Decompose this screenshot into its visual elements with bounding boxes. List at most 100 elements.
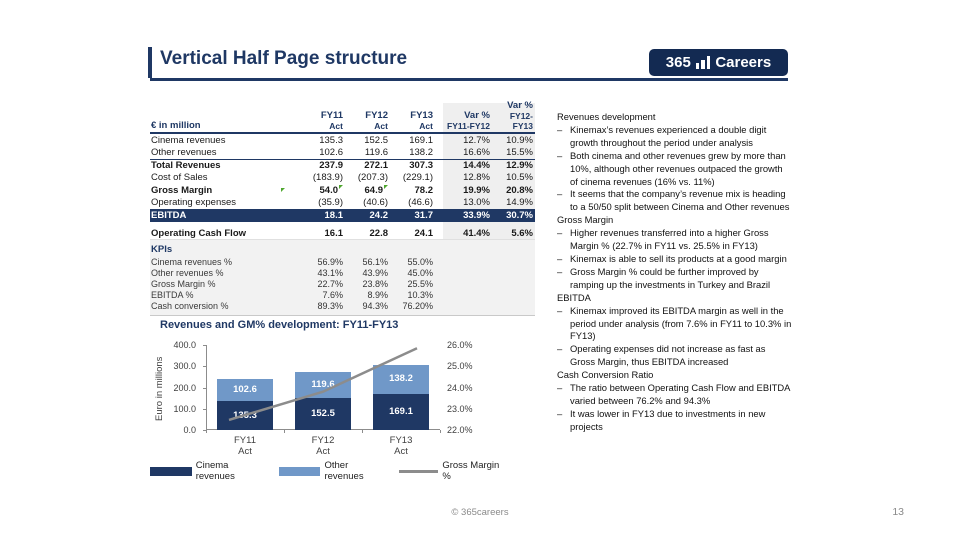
axis-tick-mark [440, 430, 441, 433]
x-axis-label-line: Act [316, 446, 330, 457]
row-label: Gross Margin [151, 184, 213, 196]
left-axis-tick-label: 0.0 [183, 425, 196, 435]
cell-value: 237.9 [319, 160, 343, 172]
kpi-value: 8.9% [367, 289, 388, 300]
table-row: Operating expenses (35.9) (40.6) (46.6) 13.0… [150, 197, 535, 210]
bullet-text: Kinemax’s revenues experienced a double … [570, 123, 767, 148]
cell-value: 16.6% [463, 147, 490, 159]
kpi-value: 89.3% [317, 300, 343, 311]
cell-value: 102.6 [319, 147, 343, 159]
cell-value: (35.9) [318, 197, 343, 209]
bullet-text: It seems that the company’s revenue mix … [570, 188, 790, 213]
bullet-dash: – [557, 343, 563, 355]
bullet-text: The ratio between Operating Cash Flow an… [570, 382, 790, 406]
cell-value: 10.5% [506, 172, 533, 184]
column-header-line1: Var % [507, 100, 533, 111]
left-axis-tick-label: 100.0 [173, 403, 196, 414]
chart-legend: Cinema revenues Other revenues Gross Margi… [150, 460, 510, 482]
cell-value: 135.3 [319, 134, 343, 146]
cell-value: 31.7 [414, 209, 434, 221]
kpi-label: Cash conversion % [151, 300, 229, 311]
bullet-item: – Operating expenses did not increase as … [557, 343, 792, 369]
table-row: Total Revenues 237.9 272.1 307.3 14.4% 12.9% [150, 159, 535, 172]
cell-value: (46.6) [408, 197, 433, 209]
bullet-dash: – [557, 227, 563, 239]
kpi-label: EBITDA % [151, 289, 194, 300]
bullet-text: Operating expenses did not increase as f… [570, 343, 766, 368]
axis-tick-mark [203, 366, 206, 368]
bullet-item: – Kinemax is able to sell its products at… [557, 253, 792, 266]
chart: Revenues and GM% development: FY11-FY13 … [150, 317, 510, 482]
logo: 365 Careers [649, 49, 788, 76]
cell-value: 24.2 [369, 209, 389, 221]
bar-value-label: 135.3 [233, 409, 257, 421]
x-axis-label-line: FY11 [233, 435, 256, 446]
bullet-text: Higher revenues transferred into a highe… [570, 227, 769, 252]
logo-number: 365 [665, 54, 691, 71]
financial-table: € in million FY11 Act FY12 Act FY13 Act Var % F… [150, 100, 535, 240]
kpi-value: 56.1% [362, 256, 388, 267]
legend-swatch [278, 466, 321, 476]
section-heading: EBITDA [557, 291, 591, 303]
axis-tick-mark [203, 430, 206, 431]
column-header: FY13 Act [390, 111, 435, 132]
kpi-value: 43.9% [362, 267, 388, 278]
kpi-value: 25.5% [407, 278, 433, 289]
x-axis-label-line: Act [394, 446, 408, 457]
header-rule [150, 78, 788, 81]
kpi-value: 7.6% [322, 289, 343, 300]
logo-word: Careers [715, 54, 772, 71]
kpi-row: Other revenues % 43.1% 43.9% 45.0% [150, 267, 535, 278]
column-header-line2: Act [329, 121, 343, 131]
kpi-row: Cash conversion % 89.3% 94.3% 76.20% [150, 300, 535, 311]
bullet-dash: – [557, 149, 563, 161]
legend-item: Other revenues [278, 460, 390, 482]
row-label: Operating Cash Flow [151, 228, 247, 240]
cell-value: (207.3) [357, 172, 388, 184]
bullet-item: – It was lower in FY13 due to investments… [557, 408, 792, 434]
kpi-value: 45.0% [407, 267, 433, 278]
bullet-text: Gross Margin % could be further improved… [570, 265, 771, 290]
column-header-line2: FY11-FY12 [447, 121, 490, 131]
bar-chart-icon [695, 56, 711, 69]
kpi-label: Gross Margin % [151, 278, 216, 289]
right-axis-tick-label: 25.0% [447, 361, 473, 372]
legend-item: Gross Margin % [398, 460, 510, 482]
kpi-value: 56.9% [317, 256, 343, 267]
left-axis-tick-label: 200.0 [173, 382, 196, 393]
cell-value: 5.6% [511, 228, 533, 240]
bullet-dash: – [557, 265, 563, 277]
kpi-row: Gross Margin % 22.7% 23.8% 25.5% [150, 278, 535, 289]
bullet-dash: – [557, 407, 563, 419]
row-label: Other revenues [151, 147, 217, 159]
cell-value: 10.9% [506, 134, 533, 146]
cell-value: 12.8% [463, 172, 490, 184]
cell-value: 78.2 [414, 184, 434, 196]
x-axis-label-line: FY12 [311, 435, 335, 446]
column-header: Var % FY11-FY12 [435, 111, 492, 132]
commentary: Revenues development – Kinemax’s revenues … [557, 111, 792, 434]
cell-value: 169.1 [409, 134, 433, 146]
bar-value-label: 152.5 [311, 407, 335, 419]
footer-copyright: © 365careers [451, 507, 509, 518]
table-row: Gross Margin 54.0 64.9 78.2 19.9% 20.8% [150, 184, 535, 197]
unit-label: € in million [151, 120, 201, 131]
row-label: Cost of Sales [151, 172, 208, 184]
bullet-text: Kinemax is able to sell its products at … [570, 252, 787, 264]
kpi-value: 55.0% [407, 256, 433, 267]
financial-table-rows: Cinema revenues 135.3 152.5 169.1 12.7% 10.9%… [150, 134, 535, 240]
bullet-text: It was lower in FY13 due to investments … [570, 407, 766, 432]
kpi-value: 10.3% [407, 289, 433, 300]
row-label: Total Revenues [151, 160, 221, 172]
bullet-text: Kinemax improved its EBITDA margin as we… [570, 304, 792, 342]
cell-value: 18.1 [324, 209, 344, 221]
cell-value: 22.8 [369, 228, 389, 240]
section-heading: Revenues development [557, 111, 656, 122]
kpi-value: 94.3% [362, 300, 388, 311]
section-heading: Gross Margin [557, 214, 614, 226]
row-label: EBITDA [151, 209, 187, 221]
kpi-rows: Cinema revenues % 56.9% 56.1% 55.0% Other re… [150, 256, 535, 311]
bar-value-label: 119.6 [311, 378, 335, 390]
table-row: Cost of Sales (183.9) (207.3) (229.1) 12.8% 1… [150, 172, 535, 185]
axis-tick-mark [203, 345, 206, 346]
